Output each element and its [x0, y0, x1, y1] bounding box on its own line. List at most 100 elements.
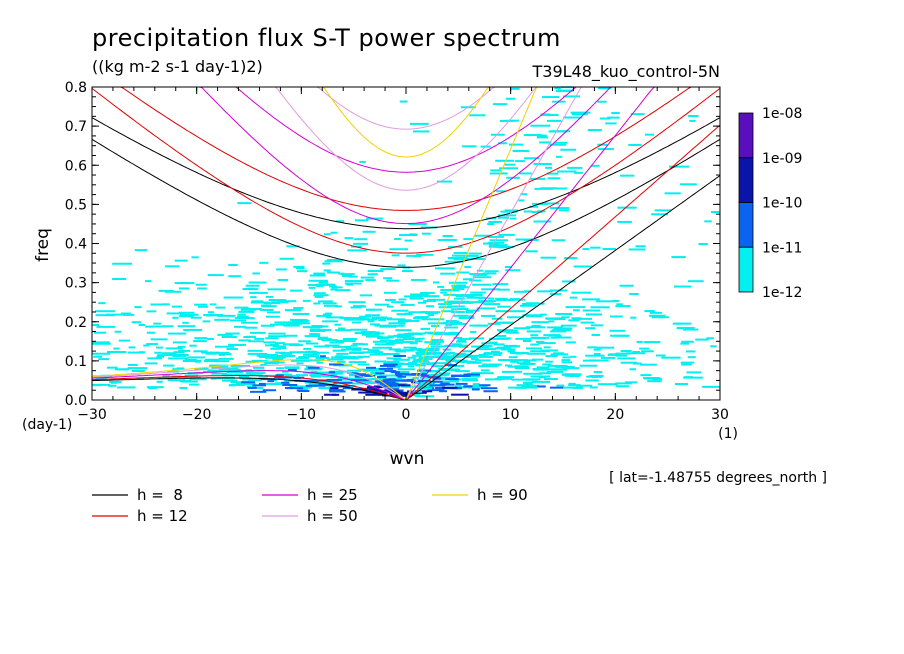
- power-streak-1494: [546, 172, 559, 175]
- power-streak-1300: [466, 301, 483, 304]
- power-cell-0-658: [204, 358, 220, 361]
- power-streak-1333: [542, 96, 560, 99]
- power-cell-0-131: [276, 361, 285, 364]
- power-cell-0-183: [345, 347, 362, 350]
- power-cell-0-929: [358, 368, 370, 371]
- power-cell-0-747: [268, 298, 287, 301]
- power-cell-0-641: [413, 317, 428, 320]
- power-cell-0-713: [338, 364, 352, 367]
- power-streak-1394: [414, 395, 435, 398]
- power-cell-0-212: [127, 367, 148, 370]
- power-cell-0-583: [494, 321, 514, 324]
- power-cell-0-633: [94, 331, 107, 334]
- power-cell-0-520: [237, 315, 249, 318]
- power-cell-1-1156: [549, 386, 564, 389]
- power-cell-0-719: [371, 316, 388, 319]
- power-cell-0-321: [400, 385, 409, 388]
- power-cell-0-675: [406, 363, 417, 366]
- power-streak-1321: [574, 171, 583, 174]
- power-cell-0-229: [492, 283, 509, 286]
- power-cell-0-125: [491, 317, 503, 320]
- power-cell-0-307: [655, 354, 666, 357]
- y-axis-ticks: 0.0 0.1 0.2 0.3 0.4 0.5 0.6 0.7 0.8: [65, 80, 720, 409]
- power-cell-0-55: [469, 330, 477, 333]
- power-cell-0-1099: [478, 353, 489, 356]
- power-sparse-1540: [489, 239, 509, 242]
- power-cell-0-471: [536, 340, 545, 343]
- power-cell-0-139: [505, 269, 521, 272]
- power-cell-0-618: [365, 279, 376, 282]
- power-sparse-1517: [447, 257, 463, 260]
- power-cell-0-901: [352, 342, 364, 345]
- power-cell-0-664: [332, 345, 352, 348]
- dispersion-curve-h25-3: [91, 370, 407, 401]
- power-cell-1-1129: [483, 390, 498, 393]
- power-cell-0-731: [191, 256, 199, 259]
- power-cell-0-1075: [184, 358, 197, 361]
- power-cell-1-1178: [463, 385, 473, 388]
- x-axis-ticks: −30 −20 −10 0 10 20 30: [77, 87, 729, 423]
- power-cell-0-432: [197, 287, 207, 290]
- power-cell-0-893: [479, 355, 493, 358]
- power-cell-0-754: [229, 319, 247, 322]
- power-cell-0-822: [230, 381, 250, 384]
- power-streak-1487: [539, 141, 552, 144]
- power-cell-1-1123: [379, 381, 396, 384]
- power-cell-0-584: [226, 348, 238, 351]
- power-cell-1-1120: [250, 390, 267, 393]
- colorbar-label: 1e-11: [762, 240, 802, 256]
- power-cell-0-1000: [309, 328, 321, 331]
- power-cell-0-646: [193, 340, 207, 343]
- power-cell-2-1238: [366, 388, 380, 391]
- power-cell-0-62: [429, 343, 441, 346]
- power-cell-0-611: [386, 305, 394, 308]
- power-cell-0-184: [362, 347, 369, 350]
- power-cell-0-1037: [317, 338, 332, 341]
- power-streak-1271: [533, 220, 551, 223]
- power-cell-0-206: [476, 307, 496, 310]
- power-sparse-1535: [488, 244, 508, 247]
- power-cell-0-727: [222, 379, 238, 382]
- power-cell-0-657: [434, 267, 455, 270]
- colorbar-swatch: [738, 246, 754, 293]
- power-cell-0-249: [373, 332, 385, 335]
- power-cell-0-629: [399, 374, 411, 377]
- power-cell-0-207: [617, 357, 636, 360]
- power-cell-0-433: [168, 332, 187, 335]
- power-cell-0-486: [508, 356, 518, 359]
- power-cell-0-88: [510, 360, 519, 363]
- power-cell-0-333: [636, 340, 643, 343]
- power-cell-0-175: [463, 238, 474, 241]
- colorbar-swatch: [738, 157, 754, 203]
- power-sparse-1546: [413, 130, 430, 133]
- power-cell-1-1160: [267, 380, 274, 383]
- power-cell-0-1041: [263, 308, 274, 311]
- power-cell-0-958: [276, 268, 287, 271]
- power-cell-0-855: [556, 327, 572, 330]
- power-cell-0-844: [245, 307, 262, 310]
- power-cell-0-366: [92, 342, 111, 345]
- power-cell-0-535: [644, 341, 661, 344]
- power-cell-0-192: [147, 357, 162, 360]
- power-cell-1-1162: [365, 366, 377, 369]
- power-cell-0-552: [477, 346, 489, 349]
- power-cell-0-196: [127, 363, 138, 366]
- power-cell-0-145: [525, 326, 546, 329]
- power-streak-1334: [597, 100, 607, 103]
- power-cell-0-665: [165, 265, 180, 268]
- power-cell-0-86: [630, 316, 637, 319]
- power-cell-0-933: [289, 351, 307, 354]
- power-cell-0-686: [597, 383, 618, 386]
- power-cell-0-984: [289, 385, 309, 388]
- power-cell-0-517: [210, 377, 217, 380]
- power-cell-0-734: [258, 375, 268, 378]
- power-sparse-1543: [492, 103, 507, 106]
- power-cell-0-890: [488, 337, 502, 340]
- power-cell-0-662: [117, 386, 136, 389]
- power-streak-1428: [555, 90, 573, 93]
- power-cell-0-850: [407, 356, 416, 359]
- power-cell-0-241: [190, 316, 202, 319]
- power-streak-1313: [452, 314, 468, 317]
- power-streak-1456: [448, 281, 468, 284]
- power-cell-1-1195: [434, 380, 443, 383]
